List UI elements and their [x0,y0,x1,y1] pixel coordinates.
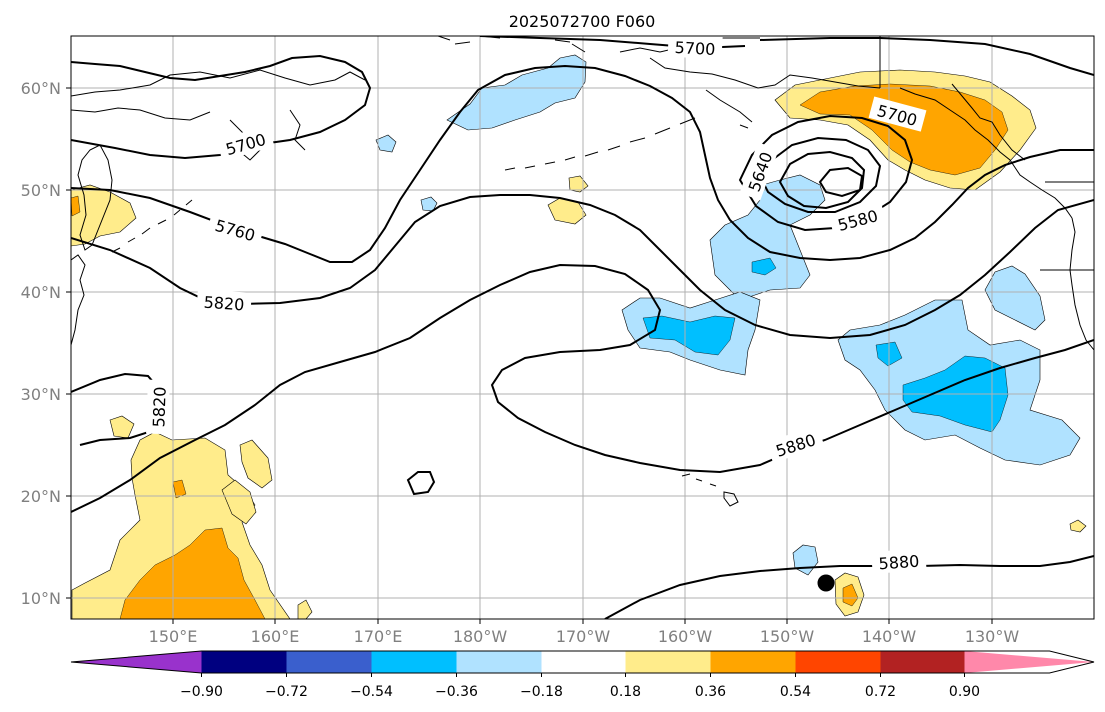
strong-anomaly-marker [842,583,859,607]
lon-label: 140°W [862,627,917,646]
contour-label: 5820 [149,386,169,427]
lon-label: 150°E [149,627,198,646]
colorbar-tick-label: −0.36 [435,684,478,700]
lat-label: 30°N [21,385,61,404]
contour-5580-ring [778,150,866,210]
colorbar-segments [70,650,1095,674]
colorbar-segment [625,651,711,673]
lon-label: 170°W [556,627,611,646]
strong-anomaly-gulf [799,83,1009,176]
anomaly-wp-small-2 [239,439,273,489]
contour-5880-main [71,263,1094,513]
coastline-sakhalin-japan [71,254,86,346]
strong-positive-anomaly-regions [71,83,1009,619]
lat-label: 20°N [21,487,61,506]
anomaly-east-small [1069,519,1087,533]
anomaly-small-2 [420,196,438,212]
gridlines [71,36,1094,619]
anomaly-small-1 [375,134,397,153]
contour-label: 5820 [203,293,245,315]
colorbar-tick-label: −0.54 [350,684,393,700]
colorbar-tick-label: −0.18 [520,684,563,700]
colorbar-segment [964,651,1094,673]
colorbar-tick-label: 0.54 [780,684,811,700]
colorbar-tick-label: 0.72 [865,684,896,700]
coastline-siberia [71,69,366,161]
anomaly-wp-small-4 [297,599,313,619]
lon-label: 180°W [453,627,508,646]
colorbar: −0.90 −0.72 −0.54 −0.36 −0.18 0.18 0.36 … [70,650,1095,700]
colorbar-segment [795,651,881,673]
longitude-labels: 150°E 160°E 170°E 180°W 170°W 160°W 150°… [149,627,1020,646]
latitude-labels: 60°N 50°N 40°N 30°N 20°N 10°N [21,79,61,608]
lon-label: 130°W [965,627,1020,646]
contour-5640-ring [738,114,914,232]
contour-label: 5880 [878,552,920,574]
colorbar-segment [71,651,202,673]
anomaly-wp-small-3 [221,479,257,525]
lon-label: 160°E [251,627,300,646]
strong-anomaly-wp-2 [119,527,266,619]
colorbar-tick-label: −0.90 [180,684,223,700]
strong-anomaly-wp-1 [172,479,187,499]
map-panel: 5700 5700 5700 5640 5580 5760 [71,36,1094,619]
figure-title: 2025072700 F060 [509,12,656,31]
colorbar-segment [880,651,965,673]
contour-inner-ring-1 [760,136,882,213]
height-contours [71,36,1094,619]
coastline-hawaii [681,473,739,507]
coastline-kurils [111,199,193,253]
colorbar-tick-label: 0.18 [610,684,641,700]
axis-ticks [66,87,993,624]
colorbar-tick-label: 0.90 [949,684,980,700]
colorbar-segment [456,651,542,673]
colorbar-segment [710,651,796,673]
anomaly-wp-small-1 [109,415,135,439]
coastline-aleutians [504,117,696,171]
colorbar-segment [201,651,287,673]
colorbar-tick-marks [201,673,965,677]
lon-label: 170°E [354,627,403,646]
strong-anomaly-kamchatka [71,195,81,217]
contour-5760 [71,64,1094,263]
anomaly-northeast-small [984,265,1046,331]
colorbar-segment [371,651,457,673]
anomaly-north-pacific-blob [446,54,587,131]
contour-label: 5700 [674,38,716,59]
lat-label: 40°N [21,283,61,302]
colorbar-tick-label: −0.72 [265,684,308,700]
colorbar-tick-labels: −0.90 −0.72 −0.54 −0.36 −0.18 0.18 0.36 … [180,684,980,700]
lat-label: 50°N [21,181,61,200]
lat-label: 60°N [21,79,61,98]
colorbar-segment [541,651,626,673]
strong-anomaly-1 [751,257,777,276]
storm-position-marker [817,574,835,592]
contour-5880-south [604,555,1094,619]
lon-label: 150°W [760,627,815,646]
contour-5820 [71,194,1094,340]
colorbar-segment [286,651,372,673]
lon-label: 160°W [658,627,713,646]
contour-5880-small [406,471,436,496]
coastline-canada-west [951,83,1094,351]
lat-label: 10°N [21,589,61,608]
contour-low-center [818,166,864,198]
contour-5700-west [71,54,372,160]
strong-anomaly-2 [642,315,736,356]
colorbar-tick-label: 0.36 [695,684,726,700]
